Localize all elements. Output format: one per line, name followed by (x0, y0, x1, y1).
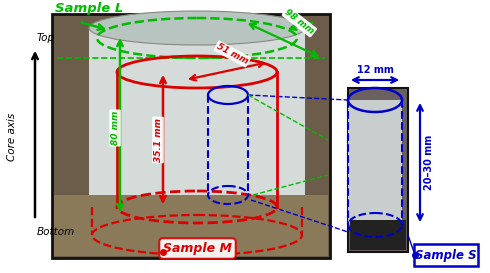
Polygon shape (89, 28, 305, 230)
Text: 80 mm: 80 mm (111, 111, 120, 145)
Text: 51 mm: 51 mm (215, 42, 249, 66)
Polygon shape (54, 195, 328, 256)
Text: 20–30 mm: 20–30 mm (424, 135, 434, 190)
Text: Top: Top (37, 33, 55, 43)
Text: 35.1 mm: 35.1 mm (153, 118, 163, 162)
FancyBboxPatch shape (414, 244, 478, 266)
Text: Bottom: Bottom (37, 227, 75, 237)
Text: Sample L: Sample L (55, 2, 123, 15)
Text: Sample S: Sample S (415, 250, 477, 263)
Text: Core axis: Core axis (7, 113, 17, 161)
Text: Sample M: Sample M (163, 242, 232, 255)
Bar (348, 88, 408, 252)
Bar (52, 14, 330, 258)
Text: 98 mm: 98 mm (283, 8, 316, 36)
Bar (350, 220, 406, 250)
Polygon shape (348, 100, 402, 225)
Ellipse shape (89, 11, 305, 45)
Text: 12 mm: 12 mm (357, 65, 393, 75)
